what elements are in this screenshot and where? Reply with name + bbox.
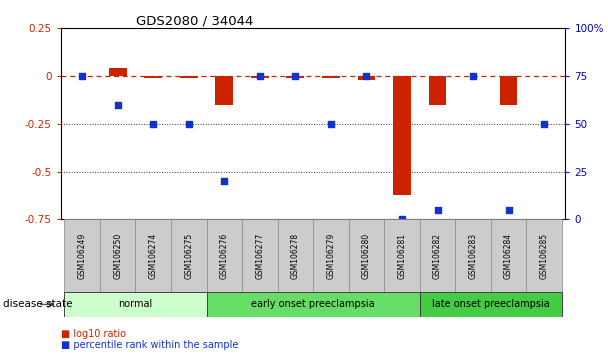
Bar <box>429 76 446 105</box>
Text: GDS2080 / 34044: GDS2080 / 34044 <box>136 14 254 27</box>
Bar <box>207 292 420 317</box>
Point <box>539 121 549 127</box>
Text: GSM106249: GSM106249 <box>78 233 86 279</box>
Bar <box>64 219 100 292</box>
Text: GSM106275: GSM106275 <box>184 233 193 279</box>
Point <box>219 178 229 184</box>
Bar <box>500 76 517 105</box>
Text: GSM106283: GSM106283 <box>469 233 477 279</box>
Text: ■ percentile rank within the sample: ■ percentile rank within the sample <box>61 340 238 350</box>
Text: GSM106250: GSM106250 <box>113 233 122 279</box>
Text: GSM106285: GSM106285 <box>540 233 548 279</box>
Text: GSM106284: GSM106284 <box>504 233 513 279</box>
Bar <box>420 219 455 292</box>
Point <box>433 207 443 213</box>
Text: GSM106282: GSM106282 <box>433 233 442 279</box>
Bar <box>322 76 340 78</box>
Bar <box>251 76 269 78</box>
Point <box>397 217 407 222</box>
Bar <box>100 219 136 292</box>
Bar <box>207 219 242 292</box>
Point <box>503 207 513 213</box>
Text: normal: normal <box>119 299 153 309</box>
Point <box>291 73 300 79</box>
Bar <box>109 68 126 76</box>
Text: early onset preeclampsia: early onset preeclampsia <box>251 299 375 309</box>
Bar <box>136 219 171 292</box>
Bar <box>491 219 527 292</box>
Bar <box>393 76 411 195</box>
Bar <box>455 219 491 292</box>
Text: late onset preeclampsia: late onset preeclampsia <box>432 299 550 309</box>
Text: GSM106279: GSM106279 <box>326 233 336 279</box>
Bar <box>64 292 207 317</box>
Bar <box>358 76 375 80</box>
Bar <box>278 219 313 292</box>
Point <box>326 121 336 127</box>
Bar <box>171 219 207 292</box>
Text: GSM106274: GSM106274 <box>149 233 157 279</box>
Point <box>113 102 123 108</box>
Text: GSM106280: GSM106280 <box>362 233 371 279</box>
Point <box>362 73 371 79</box>
Bar <box>144 76 162 78</box>
Bar <box>286 76 304 78</box>
Bar <box>215 76 233 105</box>
Text: GSM106276: GSM106276 <box>219 233 229 279</box>
Bar <box>180 76 198 78</box>
Point <box>77 73 87 79</box>
Text: GSM106281: GSM106281 <box>398 233 407 279</box>
Text: disease state: disease state <box>3 299 72 309</box>
Bar <box>420 292 562 317</box>
Point <box>184 121 193 127</box>
Bar <box>527 219 562 292</box>
Text: GSM106277: GSM106277 <box>255 233 264 279</box>
Point <box>148 121 158 127</box>
Bar <box>384 219 420 292</box>
Text: GSM106278: GSM106278 <box>291 233 300 279</box>
Point <box>468 73 478 79</box>
Text: ■ log10 ratio: ■ log10 ratio <box>61 329 126 339</box>
Bar <box>348 219 384 292</box>
Bar <box>242 219 278 292</box>
Point <box>255 73 264 79</box>
Bar <box>313 219 348 292</box>
